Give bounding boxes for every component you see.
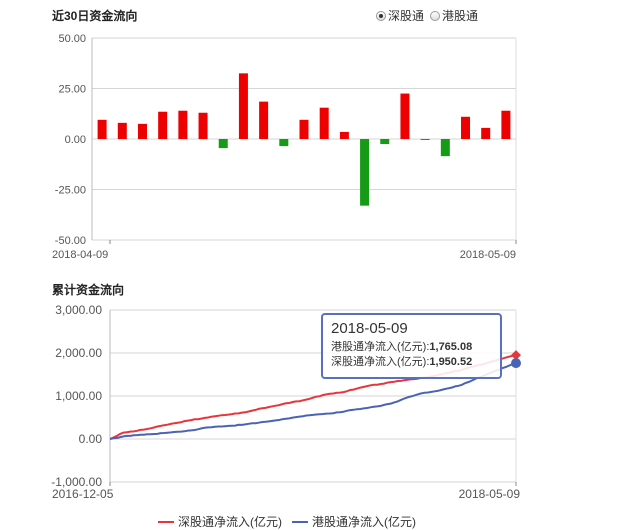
y-tick-label: 50.00: [58, 33, 86, 45]
bar: [117, 122, 127, 139]
bar: [400, 93, 410, 139]
bar: [481, 127, 491, 139]
y-tick-label: -50.00: [55, 235, 86, 247]
line-chart-title: 累计资金流向: [52, 283, 125, 297]
radio-ganggutong[interactable]: 港股通: [430, 7, 478, 24]
tooltip-row1-label: 港股通净流入(亿元):: [331, 341, 430, 353]
bar: [158, 111, 168, 139]
x-tick-label: 2018-05-09: [460, 249, 516, 261]
radio-ganggutong-label: 港股通: [442, 9, 479, 23]
series-line: [109, 362, 517, 440]
y-tick-label: 3,000.00: [55, 303, 102, 317]
market-radio-group[interactable]: 深股通 港股通: [376, 7, 478, 24]
tooltip-row1-value: 1,765.08: [429, 341, 473, 353]
x-tick-label: 2016-12-05: [52, 487, 114, 501]
y-tick-label: 25.00: [58, 84, 86, 96]
bar: [380, 139, 390, 145]
tooltip-row2-value: 1,950.52: [429, 356, 473, 368]
tooltip-row-shengutong: 深股通净流入(亿元):1,950.52: [331, 355, 492, 370]
radio-selected-icon[interactable]: [376, 10, 386, 21]
bar: [198, 112, 208, 139]
bar: [238, 73, 248, 139]
radio-unselected-icon[interactable]: [430, 10, 441, 21]
y-tick-label: 2,000.00: [55, 346, 102, 360]
y-tick-label: 1,000.00: [55, 389, 102, 403]
y-tick-label: -25.00: [55, 185, 86, 197]
bar: [218, 139, 228, 149]
end-marker-circle: [511, 358, 521, 369]
radio-shengutong-label: 深股通: [388, 9, 425, 23]
y-tick-label: -1,000.00: [51, 475, 102, 489]
bar: [259, 101, 269, 139]
bar: [319, 107, 329, 139]
bar: [279, 139, 289, 147]
chart-tooltip: 2018-05-09 港股通净流入(亿元):1,765.08 深股通净流入(亿元…: [321, 313, 502, 379]
tooltip-row2-label: 深股通净流入(亿元):: [331, 356, 430, 368]
bar-chart-title: 近30日资金流向: [52, 9, 138, 23]
bar: [360, 139, 370, 206]
bar: [440, 139, 450, 157]
tooltip-row-ganggutong: 港股通净流入(亿元):1,765.08: [331, 340, 492, 355]
bar: [339, 131, 349, 139]
bar: [137, 123, 147, 139]
bar: [461, 116, 471, 139]
bar: [178, 110, 188, 139]
x-tick-label: 2018-05-09: [459, 487, 521, 501]
daily-flow-bar-chart: 50.00 25.00 0.00 -25.00 -50.00 2018-04-09 2018…: [52, 33, 517, 261]
bar: [299, 119, 309, 139]
y-tick-label: 0.00: [65, 134, 86, 146]
bar: [420, 139, 430, 141]
radio-shengutong[interactable]: 深股通: [376, 7, 424, 24]
end-marker-diamond: [511, 350, 521, 361]
bar: [97, 119, 107, 139]
y-tick-label: 0.00: [79, 432, 103, 446]
x-tick-label: 2018-04-09: [52, 249, 108, 261]
tooltip-date: 2018-05-09: [331, 320, 408, 337]
bar: [501, 110, 511, 139]
